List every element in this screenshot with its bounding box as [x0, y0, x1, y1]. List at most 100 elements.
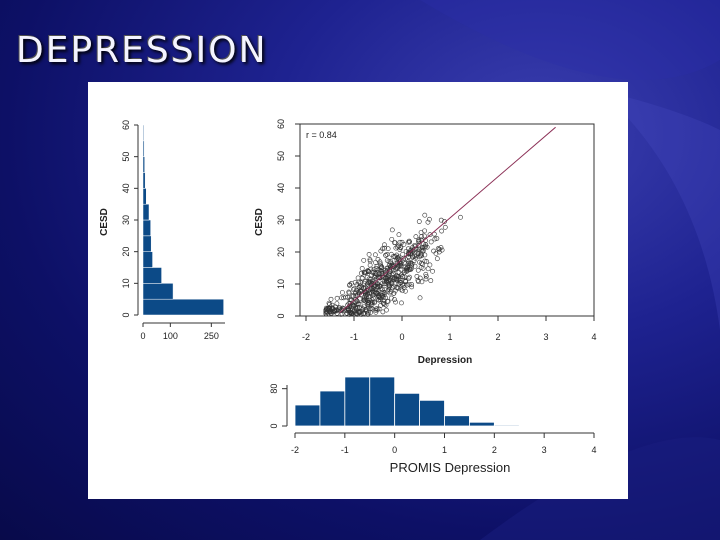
cesd-hist-ytick-label: 20 — [121, 247, 131, 257]
promis-hist-bar — [344, 376, 371, 427]
scatter-xtick-label: -2 — [302, 332, 310, 342]
scatter-point — [348, 308, 353, 313]
scatter-point — [370, 286, 376, 292]
scatter-xtick-label: 0 — [399, 332, 404, 342]
scatter-point — [436, 249, 442, 255]
scatter-point — [362, 279, 368, 285]
scatter-point — [419, 279, 425, 285]
scatter-point — [371, 300, 377, 306]
scatter-point — [418, 237, 424, 243]
scatter-point — [434, 236, 440, 241]
promis-hist-xtick-label: 1 — [442, 445, 447, 455]
scatter-point — [366, 252, 372, 257]
scatter-point — [389, 227, 395, 233]
cesd-hist-bar — [142, 219, 151, 237]
scatter-point — [366, 269, 372, 275]
scatter-point — [424, 244, 430, 250]
scatter-point — [405, 264, 410, 270]
scatter-point — [406, 281, 412, 287]
scatter-point — [370, 285, 376, 291]
cesd-hist-bar — [142, 140, 145, 157]
scatter-xtick-label: 2 — [495, 332, 500, 342]
scatter-point — [363, 292, 369, 298]
promis-hist-bar — [419, 399, 445, 427]
promis-hist-ytick-label: 0 — [269, 423, 279, 428]
cesd-hist-ytick-label: 40 — [121, 183, 131, 193]
scatter-ytick-label: 10 — [276, 279, 286, 289]
scatter-point — [375, 283, 381, 289]
scatter-point — [415, 267, 421, 273]
promis-hist-bar — [469, 421, 495, 427]
scatter-point — [374, 307, 380, 313]
scatter-point — [414, 253, 419, 259]
scatter-point — [398, 267, 404, 273]
scatter-point — [399, 272, 404, 278]
scatter-point — [379, 281, 385, 286]
scatter-point — [401, 284, 407, 290]
scatter-point — [424, 259, 430, 264]
scatter-point — [348, 310, 354, 316]
scatter-point — [442, 224, 448, 230]
scatter-point — [334, 295, 340, 301]
scatter-point — [419, 247, 424, 253]
scatter-point — [420, 261, 426, 267]
scatter-point — [422, 233, 427, 239]
scatter-point — [339, 295, 344, 301]
scatter-point — [388, 289, 394, 295]
scatter-point — [358, 280, 364, 286]
scatter-point — [333, 307, 339, 313]
scatter-plot: r = 0.84 0 10 20 30 40 50 60 -2 -1 0 1 2 3 4 Depress… — [254, 119, 597, 366]
scatter-point — [393, 299, 398, 305]
scatter-point — [416, 243, 421, 249]
scatter-point — [328, 296, 334, 302]
scatter-ytick-label: 20 — [276, 247, 286, 257]
scatter-point — [438, 217, 444, 223]
promis-hist-ytick-label: 80 — [269, 384, 279, 394]
scatter-point — [368, 299, 374, 305]
scatter-point — [398, 261, 404, 267]
scatter-point — [383, 302, 389, 308]
cesd-hist-bar — [142, 298, 224, 316]
scatter-point — [339, 290, 345, 295]
scatter-point — [414, 273, 420, 279]
scatter-point — [426, 216, 432, 222]
scatter-point — [362, 284, 368, 290]
promis-hist-bar — [294, 404, 321, 427]
scatter-point — [416, 248, 422, 254]
promis-hist-xtick-label: 4 — [591, 445, 596, 455]
scatter-point — [365, 268, 371, 273]
scatter-point — [388, 260, 394, 266]
promis-hist-xtick-label: 0 — [392, 445, 397, 455]
scatter-point — [381, 298, 387, 304]
cesd-hist-xtick-label: 0 — [140, 331, 145, 341]
scatter-point — [357, 296, 363, 302]
scatter-point — [325, 306, 331, 311]
scatter-point — [392, 297, 397, 302]
scatter-point — [404, 269, 409, 274]
scatter-point — [329, 302, 335, 308]
scatter-point — [367, 257, 373, 262]
scatter-point — [372, 274, 378, 280]
scatter-point — [396, 232, 402, 238]
scatter-point — [330, 306, 336, 312]
scatter-point — [378, 248, 384, 254]
scatter-point — [422, 252, 428, 258]
scatter-point — [431, 248, 436, 254]
scatter-point — [439, 228, 445, 234]
scatter-point — [388, 295, 394, 301]
fit-line — [339, 126, 556, 314]
scatter-point — [362, 311, 367, 317]
scatter-point — [427, 232, 433, 238]
scatter-point — [428, 278, 434, 284]
scatter-point — [383, 252, 389, 258]
scatter-point — [382, 245, 388, 251]
scatter-point — [374, 271, 379, 277]
cesd-histogram: 0 10 20 30 40 50 60 0 100 250 CESD — [99, 120, 225, 341]
cesd-hist-ylabel: CESD — [99, 208, 110, 236]
scatter-point — [377, 271, 383, 277]
scatter-point — [341, 295, 347, 301]
scatter-point — [350, 287, 356, 293]
scatter-point — [375, 291, 381, 297]
scatter-point — [387, 268, 392, 274]
